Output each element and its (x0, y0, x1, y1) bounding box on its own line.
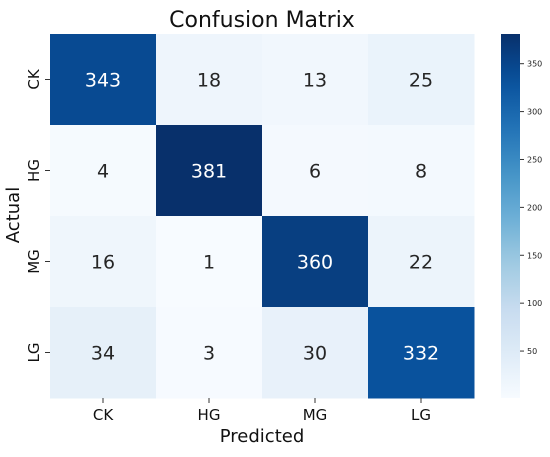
x-axis-label: Predicted (220, 426, 305, 447)
heatmap-cell-lg-ck (50, 307, 157, 399)
cell-value-label: 6 (309, 161, 321, 183)
heatmap-cell-mg-hg (156, 216, 263, 308)
heatmap-cell-mg-ck (50, 216, 157, 308)
heatmap-cell-ck-mg (262, 34, 369, 126)
colorbar-tick-label: 50 (527, 347, 537, 356)
y-tick-label: LG (25, 343, 43, 363)
cell-value-label: 22 (409, 252, 433, 274)
cell-value-label: 18 (197, 70, 221, 92)
colorbar-tick-label: 200 (527, 203, 542, 212)
heatmap-cell-ck-lg (368, 34, 475, 126)
cell-value-label: 16 (91, 252, 115, 274)
x-tick-label: LG (411, 406, 431, 424)
colorbar-tick-label: 100 (527, 299, 542, 308)
cell-value-label: 30 (303, 343, 327, 365)
heatmap-cell-lg-lg (368, 307, 475, 399)
heatmap-cell-hg-hg (156, 125, 263, 217)
cell-value-label: 34 (91, 343, 115, 365)
y-tick-label: MG (25, 249, 43, 274)
heatmap-cell-hg-mg (262, 125, 369, 217)
heatmap-cell-lg-hg (156, 307, 263, 399)
cell-value-label: 13 (303, 70, 327, 92)
colorbar: 50 100 150 200 250 300 350 (501, 34, 542, 398)
cell-value-label: 3 (203, 343, 215, 365)
heatmap-cell-ck-hg (156, 34, 263, 126)
x-tick-label: HG (198, 406, 221, 424)
y-axis-ticks: CK HG MG LG (25, 68, 50, 362)
y-tick-label: HG (25, 159, 43, 182)
colorbar-tick-label: 300 (527, 108, 542, 117)
colorbar-tick-label: 150 (527, 251, 542, 260)
cell-value-label: 25 (409, 70, 433, 92)
heatmap-cell-lg-mg (262, 307, 369, 399)
x-tick-label: CK (93, 406, 114, 424)
cell-value-label: 8 (415, 161, 427, 183)
y-axis-label: Actual (3, 187, 24, 243)
y-tick-label: CK (25, 68, 43, 89)
colorbar-ticks: 50 100 150 200 250 300 350 (520, 60, 542, 356)
heatmap-cell-ck-ck (50, 34, 157, 126)
colorbar-gradient (501, 34, 520, 398)
chart-title: Confusion Matrix (169, 8, 355, 33)
x-tick-label: MG (303, 406, 328, 424)
cell-value-label: 4 (97, 161, 109, 183)
x-axis-ticks: CK HG MG LG (93, 398, 431, 424)
cell-value-label: 343 (85, 70, 121, 92)
heatmap-cells (50, 34, 475, 399)
colorbar-tick-label: 250 (527, 155, 542, 164)
cell-value-label: 1 (203, 252, 215, 274)
cell-value-label: 360 (297, 252, 333, 274)
heatmap-cell-hg-ck (50, 125, 157, 217)
heatmap-cell-hg-lg (368, 125, 475, 217)
cell-value-label: 332 (403, 343, 439, 365)
colorbar-tick-label: 350 (527, 60, 542, 69)
cell-value-label: 381 (191, 161, 227, 183)
heatmap-cell-mg-mg (262, 216, 369, 308)
heatmap-cell-mg-lg (368, 216, 475, 308)
